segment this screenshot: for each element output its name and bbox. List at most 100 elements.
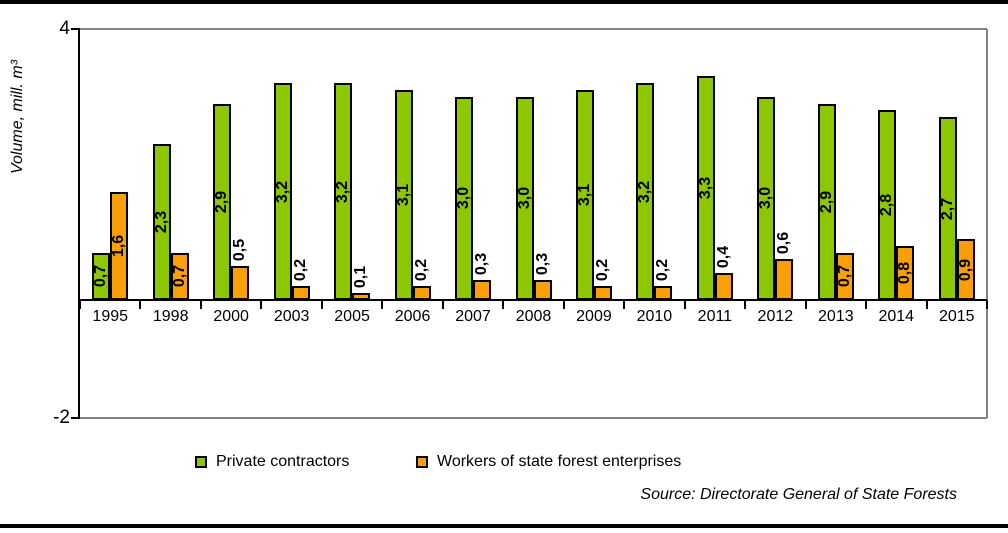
- bar-value-label-private-contractors-2009: 3,1: [575, 183, 593, 207]
- gridline-bottom: [80, 417, 987, 419]
- x-axis-line: [78, 299, 987, 301]
- bar-value-label-workers-of-state-forest-enterprises-2005: 0,1: [352, 266, 370, 289]
- y-axis-line: [78, 29, 80, 418]
- bar-workers-of-state-forest-enterprises-2011: [714, 272, 733, 300]
- legend-label-private-contractors: Private contractors: [216, 453, 350, 470]
- plot-right-border: [986, 29, 988, 418]
- bar-value-label-workers-of-state-forest-enterprises-2013: 0,7: [835, 265, 853, 288]
- legend-entry-private-contractors: Private contractors: [195, 452, 349, 472]
- bar-private-contractors-2014: [878, 110, 897, 300]
- x-axis-label-2000: 2000: [213, 308, 249, 325]
- category-tick: [381, 300, 384, 309]
- bar-private-contractors-2000: [213, 103, 232, 300]
- bar-workers-of-state-forest-enterprises-2014: [896, 245, 915, 300]
- bar-value-label-workers-of-state-forest-enterprises-2010: 0,2: [654, 259, 672, 282]
- bar-value-label-workers-of-state-forest-enterprises-2012: 0,6: [775, 232, 793, 255]
- bar-value-label-workers-of-state-forest-enterprises-2003: 0,2: [291, 259, 309, 282]
- x-axis-label-2015: 2015: [938, 308, 975, 325]
- x-axis-label-2012: 2012: [757, 308, 794, 325]
- x-axis-label-2008: 2008: [515, 308, 552, 325]
- bar-value-label-private-contractors-2008: 3,0: [515, 187, 533, 210]
- bar-value-label-private-contractors-2005: 3,2: [334, 180, 352, 203]
- category-tick: [623, 300, 626, 309]
- bar-value-label-workers-of-state-forest-enterprises-2015: 0,9: [956, 258, 974, 281]
- bar-private-contractors-2015: [938, 117, 957, 300]
- bar-value-label-private-contractors-2010: 3,2: [636, 180, 654, 203]
- bar-value-label-workers-of-state-forest-enterprises-2011: 0,4: [714, 245, 732, 269]
- bar-value-label-private-contractors-2011: 3,3: [696, 177, 714, 200]
- category-tick: [925, 300, 928, 309]
- bar-private-contractors-2011: [696, 76, 715, 300]
- category-tick: [441, 300, 444, 309]
- bar-private-contractors-2009: [575, 89, 594, 300]
- gridline-top: [80, 28, 987, 30]
- bar-workers-of-state-forest-enterprises-2015: [956, 239, 975, 300]
- category-tick: [199, 300, 202, 309]
- category-tick: [744, 300, 747, 309]
- category-tick: [683, 300, 686, 309]
- bar-value-label-workers-of-state-forest-enterprises-2006: 0,2: [412, 259, 430, 282]
- bar-private-contractors-1998: [152, 144, 171, 300]
- bar-value-label-private-contractors-2007: 3,0: [455, 187, 473, 210]
- bar-value-label-private-contractors-2014: 2,8: [878, 194, 896, 217]
- bar-workers-of-state-forest-enterprises-1998: [170, 252, 189, 300]
- category-tick: [79, 300, 81, 309]
- category-tick: [502, 300, 505, 309]
- category-tick: [260, 300, 263, 309]
- bar-private-contractors-2013: [817, 103, 836, 300]
- category-tick: [320, 300, 323, 309]
- legend-swatch-workers-of-state-forest-enterprises: [416, 456, 428, 468]
- bar-value-label-private-contractors-2003: 3,2: [273, 180, 291, 203]
- x-axis-label-2003: 2003: [273, 308, 310, 325]
- x-axis-label-1995: 1995: [92, 308, 129, 325]
- bar-private-contractors-2006: [394, 89, 413, 300]
- bar-value-label-workers-of-state-forest-enterprises-1998: 0,7: [170, 265, 188, 288]
- bar-value-label-workers-of-state-forest-enterprises-2000: 0,5: [231, 239, 249, 262]
- x-axis-label-2009: 2009: [576, 308, 612, 325]
- y-axis-tick: [71, 417, 80, 419]
- x-axis-label-2005: 2005: [334, 308, 370, 325]
- category-tick: [865, 300, 868, 309]
- bar-private-contractors-2008: [515, 96, 534, 300]
- legend-entry-workers-of-state-forest-enterprises: Workers of state forest enterprises: [416, 452, 681, 472]
- category-tick: [562, 300, 565, 309]
- bar-value-label-workers-of-state-forest-enterprises-2009: 0,2: [593, 259, 611, 282]
- x-axis-label-2014: 2014: [878, 308, 915, 325]
- x-axis-label-2006: 2006: [394, 308, 431, 325]
- bar-value-label-workers-of-state-forest-enterprises-1995: 1,6: [110, 234, 128, 257]
- x-axis-label-2010: 2010: [636, 308, 673, 325]
- y-axis-tick: [71, 28, 80, 30]
- x-axis-label-1998: 1998: [152, 308, 189, 325]
- category-tick: [804, 300, 807, 309]
- legend-swatch-private-contractors: [195, 456, 207, 468]
- bar-private-contractors-1995: [92, 252, 111, 300]
- bar-value-label-private-contractors-2006: 3,1: [394, 183, 412, 207]
- bar-value-label-workers-of-state-forest-enterprises-2007: 0,3: [473, 252, 491, 275]
- x-axis-label-2007: 2007: [455, 308, 491, 325]
- bar-private-contractors-2007: [455, 96, 474, 300]
- category-tick: [139, 300, 142, 309]
- bar-value-label-private-contractors-2013: 2,9: [817, 190, 835, 213]
- bar-private-contractors-2005: [334, 83, 353, 300]
- legend-label-workers-of-state-forest-enterprises: Workers of state forest enterprises: [437, 453, 682, 470]
- bar-private-contractors-2010: [636, 83, 655, 300]
- category-tick: [986, 300, 988, 309]
- bar-workers-of-state-forest-enterprises-2008: [533, 279, 552, 300]
- y-axis-tick-label: 4: [59, 18, 70, 39]
- x-axis-label-2011: 2011: [697, 308, 733, 325]
- bar-value-label-workers-of-state-forest-enterprises-2008: 0,3: [533, 252, 551, 275]
- bar-private-contractors-2003: [273, 83, 292, 300]
- bar-value-label-workers-of-state-forest-enterprises-2014: 0,8: [896, 261, 914, 285]
- bar-workers-of-state-forest-enterprises-2013: [835, 252, 854, 300]
- x-axis-label-2013: 2013: [818, 308, 854, 325]
- bar-private-contractors-2012: [757, 96, 776, 300]
- bar-workers-of-state-forest-enterprises-2012: [775, 259, 794, 300]
- y-axis-tick-label: -2: [53, 407, 70, 428]
- bar-value-label-private-contractors-1998: 2,3: [152, 210, 170, 234]
- bar-workers-of-state-forest-enterprises-2007: [473, 279, 492, 300]
- bar-value-label-private-contractors-2015: 2,7: [938, 197, 956, 220]
- bar-workers-of-state-forest-enterprises-1995: [110, 191, 129, 300]
- source-note: Source: Directorate General of State For…: [640, 486, 957, 503]
